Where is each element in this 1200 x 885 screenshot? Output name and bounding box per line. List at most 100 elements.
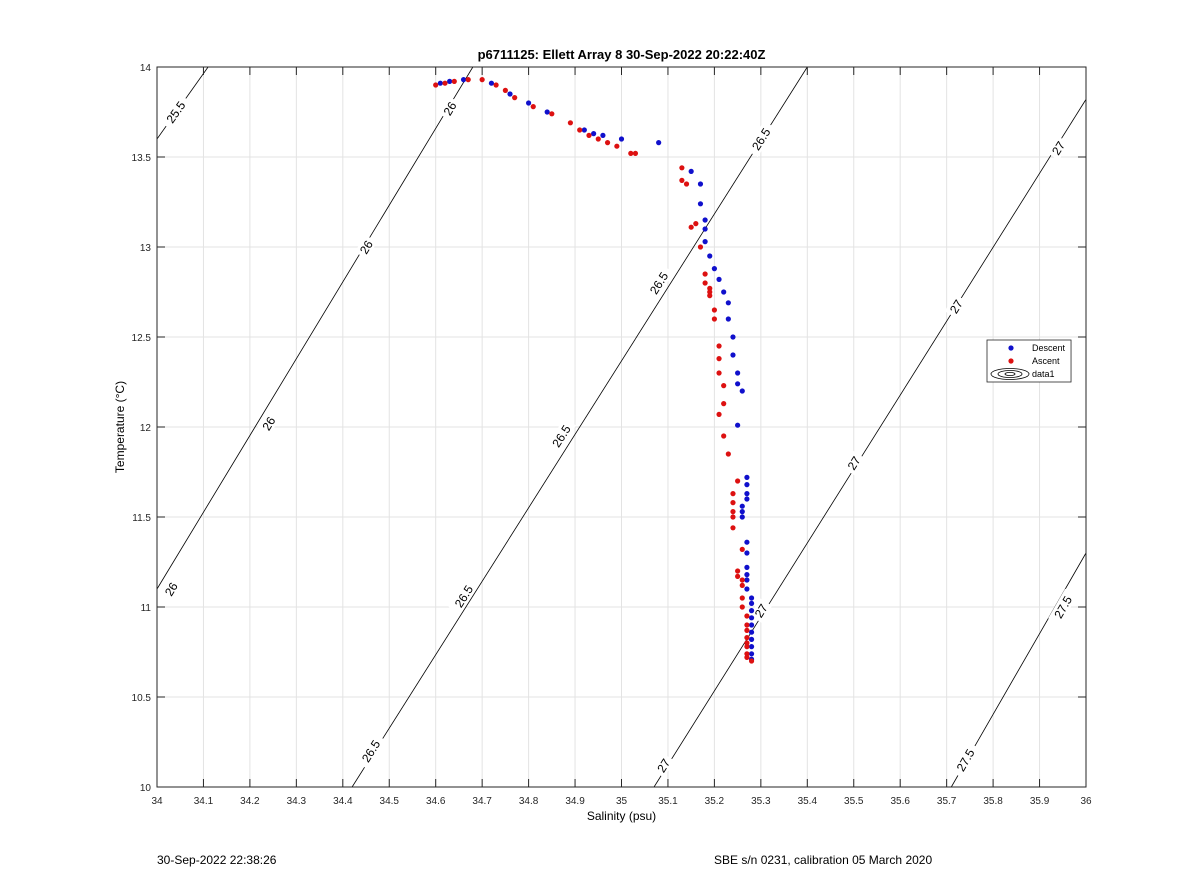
contour-label-group: 26	[257, 411, 280, 436]
ascent-point	[744, 622, 750, 628]
ascent-point	[744, 635, 750, 641]
x-tick-label: 35.9	[1030, 796, 1050, 807]
ascent-point	[549, 111, 555, 117]
ascent-point	[735, 568, 741, 574]
contour-label-mask	[438, 96, 461, 121]
ascent-point	[614, 143, 620, 149]
y-tick-label: 12	[140, 423, 152, 434]
ascent-point	[748, 658, 755, 664]
ascent-point	[595, 136, 601, 142]
descent-point	[739, 514, 745, 520]
ascent-point	[744, 651, 750, 657]
ascent-point	[604, 140, 611, 146]
ascent-point	[702, 280, 708, 286]
descent-point	[618, 136, 625, 142]
legend-marker-contour-icon	[990, 368, 1030, 380]
ascent-point	[493, 82, 499, 88]
density-contours: 25.5 26 26 26 26 26.5 26.5 26.5 26.5 26.5 27 27 27 27…	[156, 66, 1087, 788]
axis-ticks: 34 34.1 34.2 34.3 34.4 34.5 34.6 34.7 34.8 34.9 35…	[132, 63, 1092, 807]
ascent-point	[721, 401, 727, 407]
descent-point	[711, 266, 718, 272]
contour-label-mask	[448, 578, 479, 615]
descent-point	[656, 140, 662, 146]
descent-point	[748, 651, 755, 657]
descent-point	[739, 503, 745, 509]
descent-point	[739, 509, 745, 515]
contour-label-mask	[950, 741, 980, 779]
descent-point	[725, 300, 731, 306]
contour-label-mask	[842, 450, 865, 476]
ascent-point	[502, 87, 508, 93]
contour-label-group: 25.5	[160, 94, 192, 130]
ascent-point	[707, 293, 713, 299]
legend: Descent Ascent data1	[986, 339, 1072, 383]
descent-point	[744, 496, 750, 502]
grid-lines	[156, 66, 1087, 788]
ascent-point	[716, 343, 722, 349]
y-tick-label: 13.5	[132, 153, 152, 164]
ascent-point	[716, 411, 722, 417]
x-tick-label: 34.2	[240, 796, 260, 807]
contour-label-mask	[643, 264, 674, 302]
x-tick-label: 34.1	[194, 796, 214, 807]
descent-point	[748, 644, 755, 650]
ascent-point	[707, 289, 713, 295]
ascent-point	[744, 613, 750, 619]
descent-point	[730, 334, 736, 340]
ascent-point	[725, 451, 731, 457]
x-tick-label: 34	[151, 796, 163, 807]
y-tick-label: 11.5	[132, 513, 151, 524]
x-tick-label: 34.7	[472, 796, 492, 807]
ascent-point	[679, 177, 685, 183]
x-tick-label: 35.3	[751, 796, 771, 807]
x-tick-label: 35.8	[983, 796, 1003, 807]
ascent-point	[739, 546, 745, 553]
x-tick-label: 35	[616, 796, 628, 807]
footer-timestamp: 30-Sep-2022 22:38:26	[157, 853, 277, 867]
x-tick-label: 34.4	[333, 796, 353, 807]
legend-label-descent: Descent	[1032, 343, 1066, 353]
contour-label-group: 26.5	[745, 120, 776, 158]
contour-label-mask	[546, 417, 577, 455]
ascent-point	[716, 356, 722, 362]
descent-point	[707, 253, 713, 259]
ascent-point	[744, 644, 750, 650]
descent-point	[748, 636, 755, 643]
ascent-point	[628, 150, 634, 156]
contour-label-mask	[944, 294, 968, 319]
descent-point	[581, 127, 587, 133]
ascent-point	[744, 627, 750, 634]
ascent-point	[702, 271, 708, 277]
ascent-point	[730, 500, 736, 506]
contour-label-mask	[160, 94, 192, 130]
y-tick-label: 10	[140, 783, 152, 794]
descent-point	[716, 276, 722, 282]
descent-point	[744, 482, 750, 488]
ascent-point	[688, 224, 694, 230]
descent-point	[744, 491, 750, 497]
y-axis-label: Temperature (°C)	[113, 381, 127, 473]
contour-label-group: 27	[944, 294, 968, 319]
contour-label-group: 26.5	[546, 417, 577, 455]
contour-label-mask	[749, 598, 773, 623]
ascent-point	[739, 595, 745, 601]
ascent-point	[735, 573, 741, 580]
contour-label-group: 27	[749, 598, 773, 623]
descent-point	[507, 91, 513, 97]
x-tick-label: 35.5	[844, 796, 864, 807]
descent-point	[591, 131, 597, 137]
descent-point	[447, 78, 453, 84]
ascent-point	[730, 525, 736, 531]
contour-label-mask	[354, 234, 378, 260]
descent-point	[744, 577, 750, 583]
y-tick-label: 13	[140, 243, 152, 254]
x-tick-label: 35.7	[937, 796, 957, 807]
x-tick-label: 36	[1080, 796, 1092, 807]
descent-point	[702, 217, 708, 223]
descent-point	[748, 629, 755, 635]
contour-label: 26	[259, 414, 278, 433]
descent-point	[725, 316, 731, 322]
contour-label-group: 26.5	[448, 578, 479, 615]
descent-point	[748, 595, 755, 601]
